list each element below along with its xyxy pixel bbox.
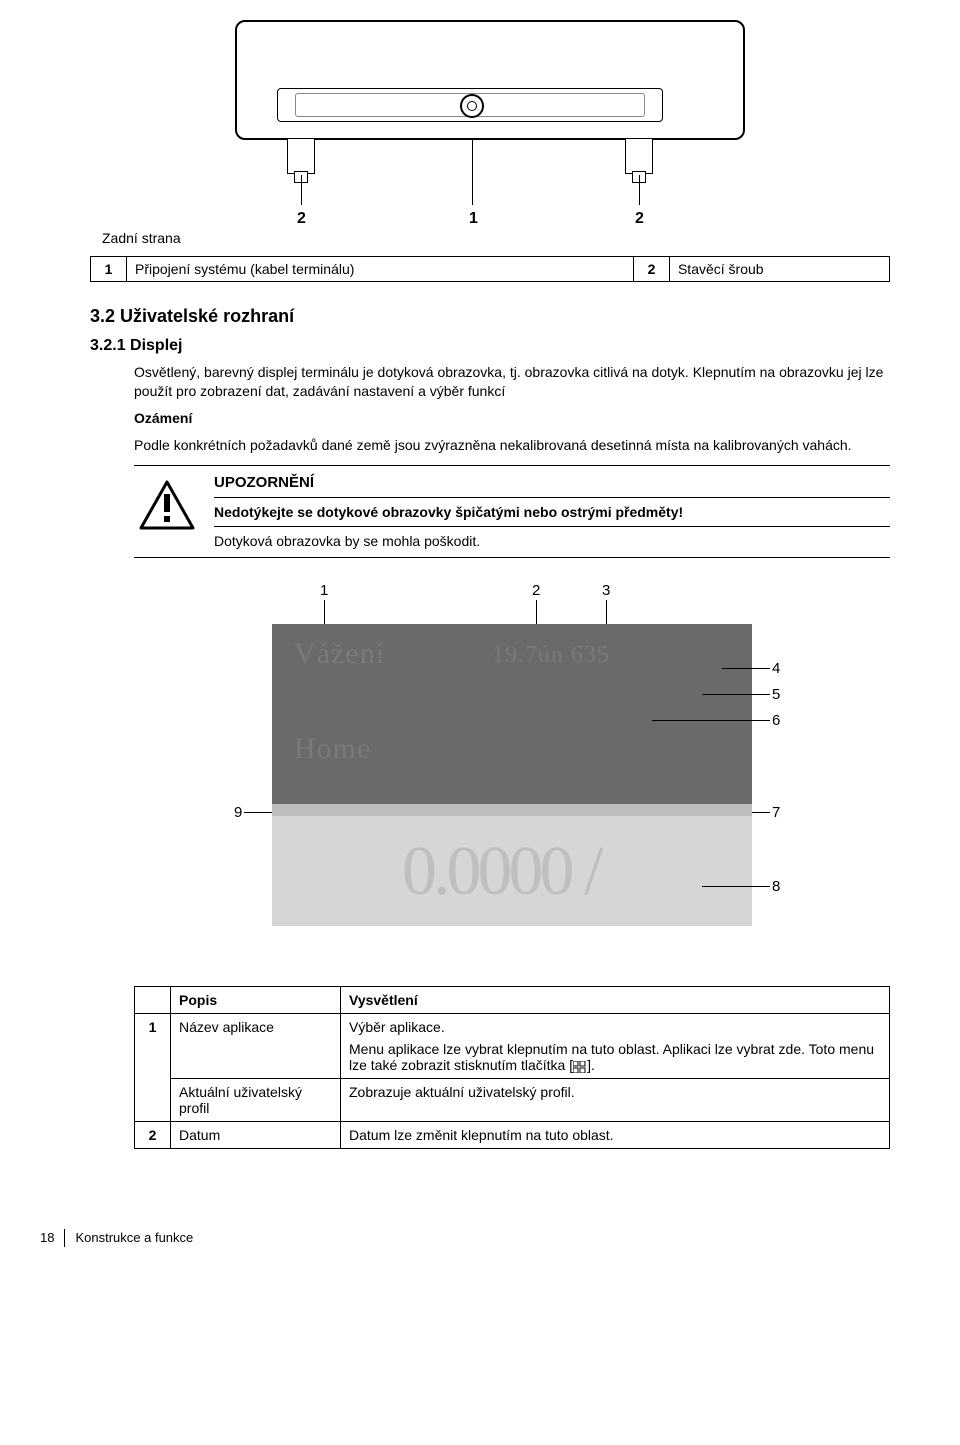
table-cell-body: Výběr aplikace. Menu aplikace lze vybrat…	[341, 1013, 890, 1078]
warning-detail: Dotyková obrazovka by se mohla poškodit.	[214, 526, 890, 549]
notice-body: Podle konkrétních požadavků dané země js…	[134, 436, 890, 455]
table-cell-num: 1	[135, 1013, 171, 1121]
apps-grid-icon	[573, 1059, 587, 1073]
table-text-span: Menu aplikace lze vybrat klepnutím na tu…	[349, 1041, 874, 1073]
table-cell-body: Zobrazuje aktuální uživatelský profil.	[341, 1078, 890, 1121]
table-cell-num: 1	[91, 257, 127, 282]
lead-line	[722, 668, 770, 669]
callout-number: 1	[320, 582, 328, 599]
lead-line	[244, 812, 272, 813]
table-text: Výběr aplikace.	[349, 1019, 881, 1035]
lead-line	[752, 812, 770, 813]
callout-number: 1	[469, 210, 478, 228]
callout-number: 7	[772, 804, 780, 821]
ghost-label: Vážení	[294, 637, 385, 671]
notice-title: Ozámení	[134, 410, 192, 426]
table-text-span: ].	[587, 1057, 595, 1073]
rear-view-diagram: 2 1 2	[215, 20, 765, 220]
callout-number: 3	[602, 582, 610, 599]
rear-parts-table: 1 Připojení systému (kabel terminálu) 2 …	[90, 256, 890, 282]
callout-number: 2	[297, 210, 306, 228]
ghost-label: 19.7ún 635	[492, 642, 610, 669]
lead-line	[702, 694, 770, 695]
warning-icon	[134, 474, 200, 530]
display-panel-bar	[272, 804, 752, 816]
subsection-heading: 3.2.1 Displej	[90, 337, 890, 355]
warning-box: UPOZORNĚNÍ Nedotýkejte se dotykové obraz…	[134, 465, 890, 558]
lead-line	[652, 720, 770, 721]
warning-headline: Nedotýkejte se dotykové obrazovky špičat…	[214, 504, 890, 526]
diagram-caption: Zadní strana	[102, 230, 890, 246]
warning-title: UPOZORNĚNÍ	[214, 474, 890, 498]
table-cell-name: Datum	[171, 1121, 341, 1148]
footer-divider	[64, 1229, 65, 1247]
callout-number: 2	[635, 210, 644, 228]
table-header-empty	[135, 986, 171, 1013]
ghost-label: Home	[294, 732, 371, 766]
callout-number: 9	[234, 804, 242, 821]
paragraph: Osvětlený, barevný displej terminálu je …	[134, 363, 890, 401]
callout-number: 6	[772, 712, 780, 729]
device-outline	[235, 20, 745, 140]
page-number: 18	[40, 1230, 54, 1245]
callout-number: 5	[772, 686, 780, 703]
callout-line	[301, 175, 302, 205]
table-cell-name: Aktuální uživatelský profil	[171, 1078, 341, 1121]
display-diagram: 1 2 3 Vážení 19.7ún 635 Home 0.0000 / 4 …	[232, 582, 792, 962]
ghost-value: 0.0000 /	[402, 832, 599, 912]
lead-line	[702, 886, 770, 887]
table-cell-name: Název aplikace	[171, 1013, 341, 1078]
callout-line	[472, 140, 473, 205]
leveling-foot-right	[625, 138, 653, 174]
display-description-table: Popis Vysvětlení 1 Název aplikace Výběr …	[134, 986, 890, 1149]
connector-knob	[460, 94, 484, 118]
table-cell-label: Připojení systému (kabel terminálu)	[127, 257, 634, 282]
callout-number: 2	[532, 582, 540, 599]
leveling-foot-left	[287, 138, 315, 174]
table-cell-body: Datum lze změnit klepnutím na tuto oblas…	[341, 1121, 890, 1148]
table-header: Popis	[171, 986, 341, 1013]
callout-number: 4	[772, 660, 780, 677]
table-text: Menu aplikace lze vybrat klepnutím na tu…	[349, 1041, 881, 1073]
table-cell-num: 2	[135, 1121, 171, 1148]
section-heading: 3.2 Uživatelské rozhraní	[90, 306, 890, 327]
callout-line	[639, 175, 640, 205]
table-cell-label: Stavěcí šroub	[669, 257, 889, 282]
table-header: Vysvětlení	[341, 986, 890, 1013]
table-cell-num: 2	[633, 257, 669, 282]
callout-number: 8	[772, 878, 780, 895]
footer-title: Konstrukce a funkce	[75, 1230, 193, 1245]
